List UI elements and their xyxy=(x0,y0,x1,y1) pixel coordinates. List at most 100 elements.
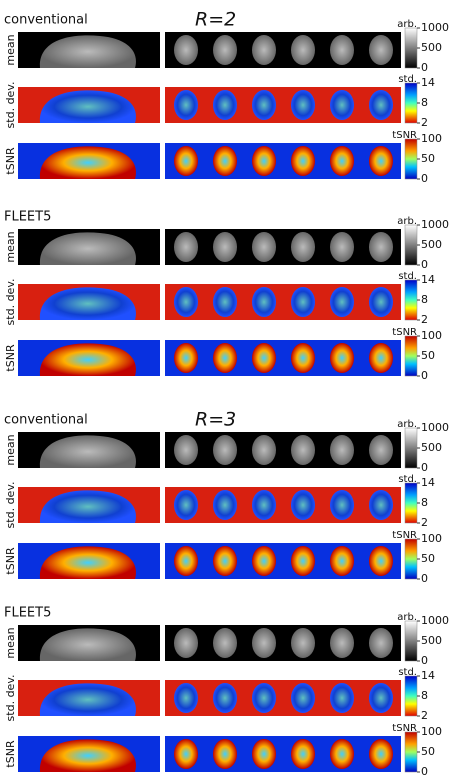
colorbar-tick-label: 14 xyxy=(421,273,435,286)
axial-strip xyxy=(165,143,401,179)
axial-slice xyxy=(369,232,393,262)
colorbar-tick-label: 100 xyxy=(421,132,442,145)
colorbar-tick-label: 1000 xyxy=(421,21,449,34)
axial-slice xyxy=(174,146,198,176)
axial-slice xyxy=(174,287,198,317)
axial-slice xyxy=(252,435,276,465)
row-label: tSNR xyxy=(4,740,17,768)
colorbar-tick-label: 1000 xyxy=(421,614,449,627)
axial-slice xyxy=(252,287,276,317)
figure: conventionalR=2meanarb.05001000std. dev.… xyxy=(0,0,450,779)
colorbar xyxy=(405,732,417,772)
colorbar xyxy=(405,676,417,716)
axial-slice xyxy=(213,683,237,713)
axial-slice xyxy=(291,287,315,317)
axial-slice xyxy=(213,435,237,465)
axial-slice xyxy=(369,683,393,713)
axial-slice xyxy=(369,35,393,65)
panel-heading: R=2 xyxy=(195,9,236,31)
axial-slice xyxy=(330,546,354,576)
colorbar-tick-label: 8 xyxy=(421,96,428,109)
colorbar-unit: tSNR xyxy=(392,530,417,541)
colorbar-tick-label: 14 xyxy=(421,476,435,489)
colorbar-unit: tSNR xyxy=(392,130,417,141)
axial-slice xyxy=(252,343,276,373)
colorbar-tick-label: 14 xyxy=(421,76,435,89)
axial-slice xyxy=(213,287,237,317)
colorbar-tick-label: 8 xyxy=(421,689,428,702)
axial-slice xyxy=(291,490,315,520)
colorbar-unit: std. xyxy=(398,271,417,282)
colorbar xyxy=(405,280,417,320)
colorbar-tick-label: 1000 xyxy=(421,218,449,231)
axial-strip xyxy=(165,487,401,523)
colorbar-tick-label: 50 xyxy=(421,349,435,362)
axial-slice xyxy=(330,287,354,317)
axial-strip xyxy=(165,32,401,68)
axial-slice xyxy=(174,683,198,713)
colorbar-tick-label: 2 xyxy=(421,116,428,129)
axial-slice xyxy=(330,343,354,373)
colorbar-tick-label: 8 xyxy=(421,496,428,509)
colorbar-tick-label: 500 xyxy=(421,41,442,54)
axial-slice xyxy=(174,546,198,576)
colorbar-tick-label: 50 xyxy=(421,152,435,165)
colorbar-tick-label: 2 xyxy=(421,709,428,722)
colorbar-tick-label: 500 xyxy=(421,441,442,454)
axial-slice xyxy=(213,146,237,176)
axial-slice xyxy=(252,683,276,713)
colorbar-tick-label: 100 xyxy=(421,329,442,342)
axial-slice xyxy=(252,546,276,576)
colorbar-unit: tSNR xyxy=(392,723,417,734)
colorbar-unit: arb. xyxy=(397,216,417,227)
axial-slice xyxy=(291,546,315,576)
axial-slice xyxy=(291,343,315,373)
colorbar xyxy=(405,483,417,523)
axial-slice xyxy=(330,628,354,658)
colorbar-unit: arb. xyxy=(397,19,417,30)
colorbar-tick-label: 0 xyxy=(421,654,428,667)
axial-slice xyxy=(252,739,276,769)
colorbar xyxy=(405,336,417,376)
axial-slice xyxy=(213,232,237,262)
axial-slice xyxy=(174,435,198,465)
colorbar-tick-label: 0 xyxy=(421,369,428,382)
colorbar-tick-label: 500 xyxy=(421,634,442,647)
row-label: std. dev. xyxy=(4,482,17,529)
axial-slice xyxy=(330,146,354,176)
colorbar-tick-label: 0 xyxy=(421,572,428,585)
axial-strip xyxy=(165,340,401,376)
axial-slice xyxy=(369,287,393,317)
colorbar-unit: tSNR xyxy=(392,327,417,338)
row-label: tSNR xyxy=(4,547,17,575)
axial-slice xyxy=(213,628,237,658)
colorbar-unit: arb. xyxy=(397,612,417,623)
colorbar-unit: std. xyxy=(398,474,417,485)
axial-slice xyxy=(252,146,276,176)
colorbar xyxy=(405,428,417,468)
axial-slice xyxy=(291,146,315,176)
colorbar-unit: std. xyxy=(398,667,417,678)
axial-strip xyxy=(165,229,401,265)
axial-slice xyxy=(291,35,315,65)
axial-slice xyxy=(174,490,198,520)
row-label: mean xyxy=(4,627,17,658)
row-label: mean xyxy=(4,34,17,65)
colorbar-tick-label: 2 xyxy=(421,516,428,529)
colorbar-tick-label: 8 xyxy=(421,293,428,306)
axial-slice xyxy=(213,739,237,769)
axial-slice xyxy=(369,546,393,576)
axial-slice xyxy=(369,146,393,176)
colorbar xyxy=(405,621,417,661)
colorbar-unit: arb. xyxy=(397,419,417,430)
axial-slice xyxy=(369,435,393,465)
colorbar-tick-label: 50 xyxy=(421,745,435,758)
colorbar-tick-label: 0 xyxy=(421,61,428,74)
colorbar-tick-label: 2 xyxy=(421,313,428,326)
colorbar xyxy=(405,139,417,179)
axial-slice xyxy=(291,739,315,769)
axial-slice xyxy=(252,490,276,520)
axial-slice xyxy=(213,35,237,65)
axial-slice xyxy=(291,683,315,713)
axial-slice xyxy=(330,35,354,65)
